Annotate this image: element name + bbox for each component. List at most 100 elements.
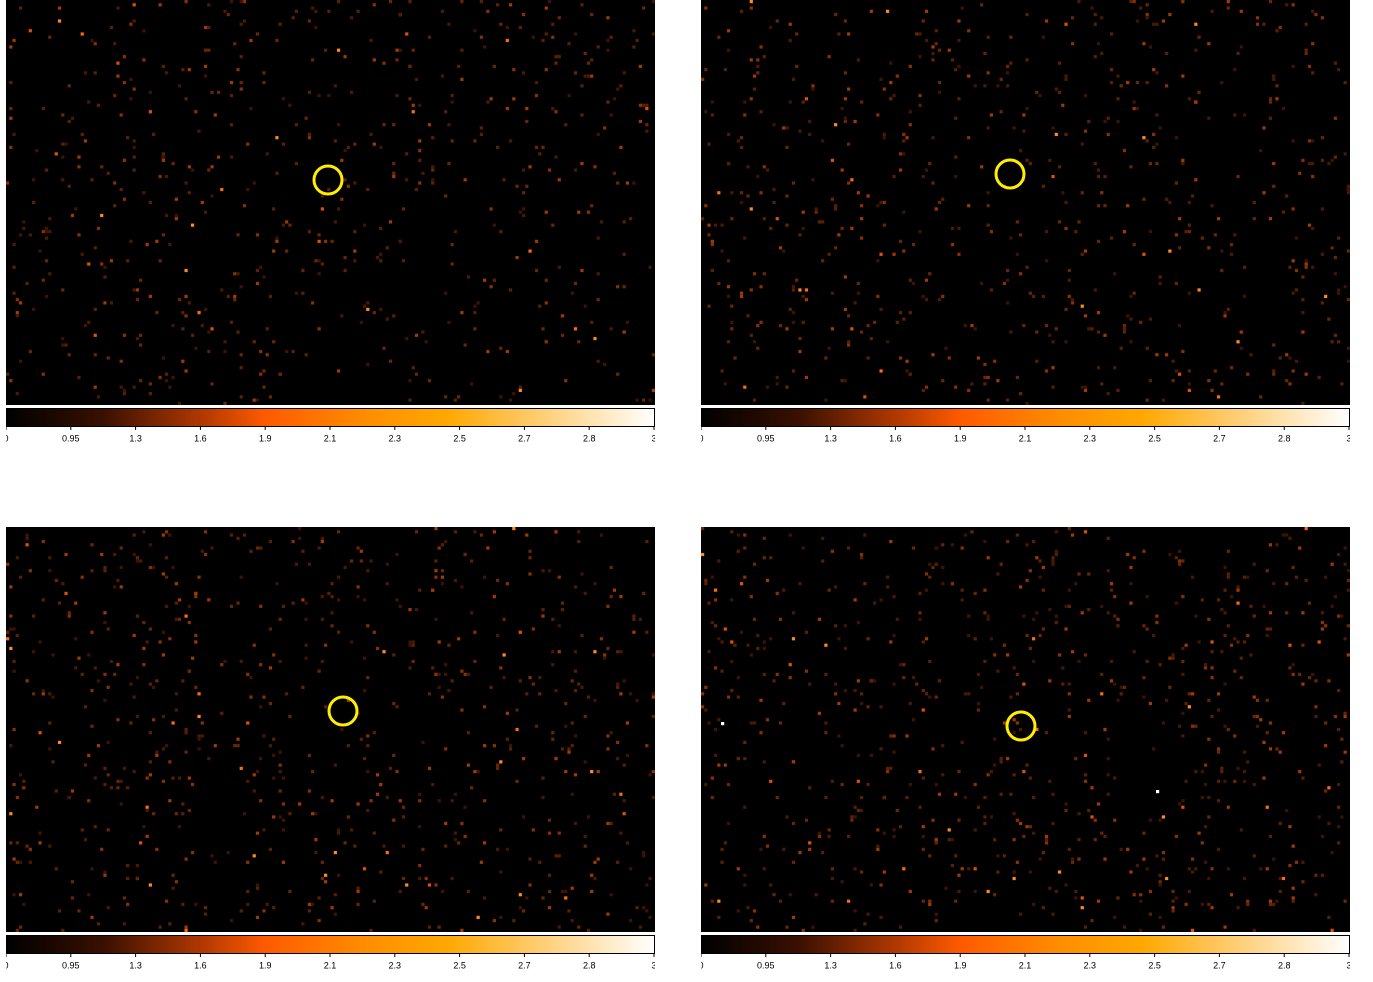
pixel	[1204, 861, 1207, 864]
pixel	[155, 311, 158, 314]
pixel	[1236, 52, 1239, 55]
pixel	[159, 3, 162, 6]
pixel	[1051, 340, 1054, 343]
pixel	[1272, 185, 1275, 188]
pixel	[1324, 744, 1327, 747]
pixel	[1347, 579, 1350, 582]
pixel	[253, 789, 256, 792]
pixel	[45, 227, 48, 230]
pixel	[987, 399, 990, 402]
pixel	[308, 903, 311, 906]
pixel	[1314, 893, 1317, 896]
pixel	[1285, 194, 1288, 197]
pixel	[178, 618, 181, 621]
pixel	[266, 327, 269, 330]
pixel	[1100, 673, 1103, 676]
pixel	[1032, 618, 1035, 621]
pixel	[1292, 566, 1295, 569]
pixel	[1253, 783, 1256, 786]
colorbar-tick-label: 2.3	[1084, 960, 1097, 970]
pixel	[863, 922, 866, 925]
pixel	[77, 376, 80, 379]
pixel	[240, 660, 243, 663]
pixel	[204, 65, 207, 68]
pixel	[1201, 770, 1204, 773]
pixel	[447, 321, 450, 324]
pixel	[746, 165, 749, 168]
pixel	[405, 152, 408, 155]
pixel	[1097, 168, 1100, 171]
pixel	[1344, 712, 1347, 715]
pixel	[1051, 793, 1054, 796]
pixel	[1142, 695, 1145, 698]
pixel	[879, 705, 882, 708]
pixel	[750, 0, 753, 3]
pixel	[996, 379, 999, 382]
image	[701, 527, 1350, 932]
pixel	[418, 181, 421, 184]
pixel	[821, 851, 824, 854]
pixel	[756, 58, 759, 61]
pixel	[597, 770, 600, 773]
pixel	[538, 692, 541, 695]
pixel	[230, 605, 233, 608]
pixel	[434, 576, 437, 579]
pixel	[1136, 81, 1139, 84]
pixel	[103, 621, 106, 624]
pixel	[311, 301, 314, 304]
pixel	[857, 780, 860, 783]
pixel	[376, 647, 379, 650]
image	[6, 0, 655, 405]
pixel	[1282, 877, 1285, 880]
pixel	[1301, 683, 1304, 686]
pixel	[1227, 550, 1230, 553]
pixel	[51, 653, 54, 656]
pixel	[1207, 699, 1210, 702]
pixel	[834, 204, 837, 207]
pixel	[142, 530, 145, 533]
pixel	[139, 343, 142, 346]
pixel	[395, 553, 398, 556]
pixel	[1181, 162, 1184, 165]
pixel	[1243, 295, 1246, 298]
pixel	[1003, 282, 1006, 285]
pixel	[1175, 602, 1178, 605]
pixel	[519, 906, 522, 909]
pixel	[321, 877, 324, 880]
pixel	[146, 243, 149, 246]
pixel	[74, 207, 77, 210]
pixel	[922, 175, 925, 178]
colorbar-tick-label: 2.5	[453, 433, 466, 443]
pixel	[1311, 42, 1314, 45]
pixel	[149, 201, 152, 204]
pixel	[587, 211, 590, 214]
pixel	[340, 314, 343, 317]
pixel	[967, 389, 970, 392]
pixel	[1243, 780, 1246, 783]
pixel	[1175, 136, 1178, 139]
pixel	[954, 386, 957, 389]
pixel	[957, 227, 960, 230]
pixel	[38, 832, 41, 835]
pixel	[1327, 916, 1330, 919]
pixel	[824, 644, 827, 647]
pixel	[545, 32, 548, 35]
pixel	[1246, 900, 1249, 903]
pixel	[831, 550, 834, 553]
pixel	[191, 224, 194, 227]
pixel	[133, 139, 136, 142]
pixel	[580, 84, 583, 87]
pixel	[321, 618, 324, 621]
pixel	[493, 595, 496, 598]
pixel	[879, 308, 882, 311]
pixel	[597, 45, 600, 48]
pixel	[1347, 653, 1350, 656]
pixel	[142, 29, 145, 32]
pixel	[16, 861, 19, 864]
pixel	[1022, 130, 1025, 133]
pixel	[792, 285, 795, 288]
pixel	[77, 909, 80, 912]
pixel	[38, 249, 41, 252]
pixel	[899, 240, 902, 243]
pixel	[282, 143, 285, 146]
